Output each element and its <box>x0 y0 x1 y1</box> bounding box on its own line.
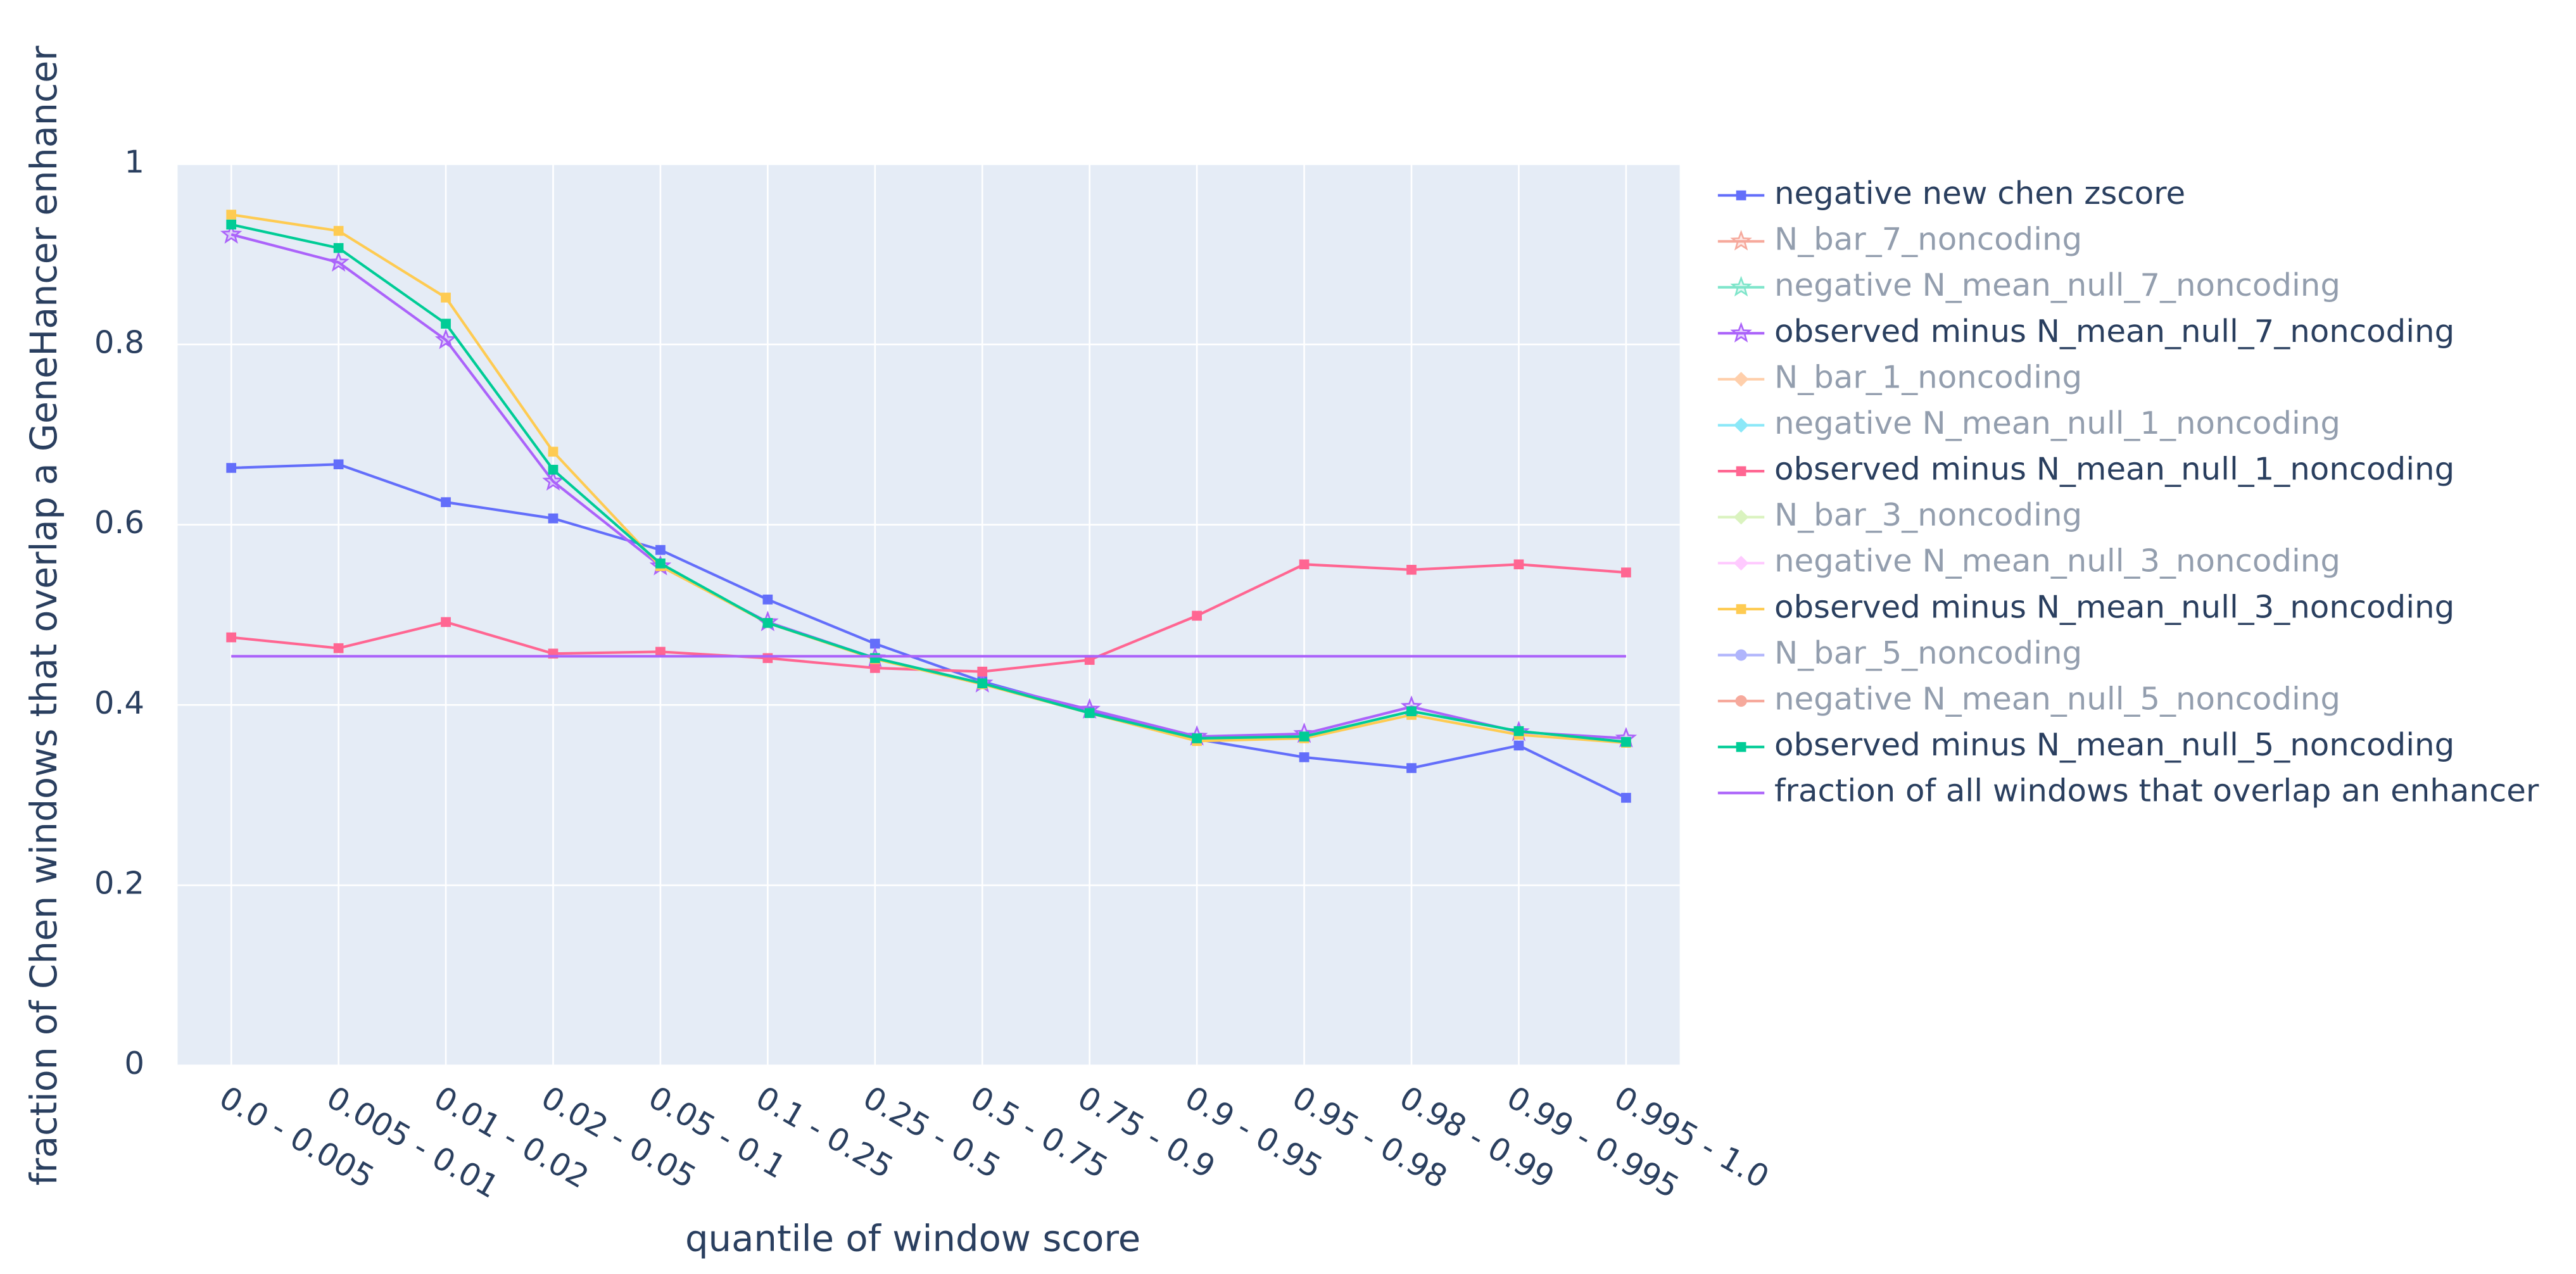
y-tick-label: 0 <box>124 1045 144 1082</box>
marker <box>1513 726 1524 736</box>
y-axis-title: fraction of Chen windows that overlap a … <box>23 46 65 1185</box>
marker <box>655 646 666 657</box>
y-tick-label: 0.6 <box>94 504 144 541</box>
legend-item: N_bar_3_noncoding <box>1717 496 2082 533</box>
legend-item: N_bar_5_noncoding <box>1717 634 2082 671</box>
marker <box>441 293 451 303</box>
legend-item: negative N_mean_null_7_noncoding <box>1717 267 2340 303</box>
marker <box>1621 567 1631 577</box>
marker <box>869 653 880 664</box>
marker <box>1406 706 1417 717</box>
legend-item: N_bar_7_noncoding <box>1717 221 2082 258</box>
marker <box>1192 733 1202 743</box>
marker <box>1736 190 1746 201</box>
marker <box>220 223 243 244</box>
marker <box>655 558 666 569</box>
legend-item: observed minus N_mean_null_7_noncoding <box>1717 313 2454 350</box>
marker <box>1513 740 1524 751</box>
legend-label: negative N_mean_null_3_noncoding <box>1774 543 2340 579</box>
legend-label: N_bar_7_noncoding <box>1774 221 2082 258</box>
legend-item: N_bar_1_noncoding <box>1717 359 2082 396</box>
marker <box>1735 649 1747 661</box>
marker <box>1730 230 1752 251</box>
series-line <box>230 223 1627 743</box>
marker <box>1084 708 1095 718</box>
legend-label: N_bar_3_noncoding <box>1774 496 2082 533</box>
marker <box>1733 510 1749 525</box>
marker <box>762 595 773 605</box>
legend-label: observed minus N_mean_null_1_noncoding <box>1774 451 2454 488</box>
marker <box>655 545 666 555</box>
marker <box>226 210 237 220</box>
marker <box>1736 466 1746 476</box>
marker <box>1621 793 1631 803</box>
legend-label: N_bar_5_noncoding <box>1774 634 2082 671</box>
marker <box>869 638 880 649</box>
marker <box>226 219 237 230</box>
legend-item: negative N_mean_null_3_noncoding <box>1717 543 2340 579</box>
marker <box>1406 763 1417 773</box>
marker <box>1730 275 1752 297</box>
legend-label: observed minus N_mean_null_5_noncoding <box>1774 726 2454 763</box>
marker <box>333 243 344 253</box>
legend-label: observed minus N_mean_null_3_noncoding <box>1774 589 2454 626</box>
legend-label: negative N_mean_null_7_noncoding <box>1774 267 2340 303</box>
marker <box>1299 731 1310 741</box>
legend-item: observed minus N_mean_null_5_noncoding <box>1717 726 2454 763</box>
marker <box>226 463 237 473</box>
marker <box>1735 695 1747 707</box>
legend-item: observed minus N_mean_null_1_noncoding <box>1717 451 2454 488</box>
marker <box>333 643 344 653</box>
marker <box>1736 604 1746 614</box>
legend-label: N_bar_1_noncoding <box>1774 359 2082 396</box>
marker <box>977 678 988 688</box>
marker <box>1406 565 1417 575</box>
marker <box>1513 559 1524 570</box>
marker <box>977 666 988 677</box>
x-axis-title: quantile of window score <box>685 1218 1140 1260</box>
plot-area <box>177 164 1680 1066</box>
marker <box>1733 417 1749 433</box>
series-line <box>231 463 1627 799</box>
marker <box>542 470 564 491</box>
marker <box>1733 372 1749 387</box>
marker <box>1621 736 1631 747</box>
legend-label: negative new chen zscore <box>1774 175 2185 211</box>
legend-item: negative N_mean_null_5_noncoding <box>1717 681 2340 717</box>
marker <box>548 513 559 524</box>
legend-item: fraction of all windows that overlap an … <box>1717 773 2539 809</box>
y-tick-label: 0.2 <box>94 865 144 902</box>
marker <box>1299 752 1310 762</box>
marker <box>333 459 344 470</box>
marker <box>548 446 559 457</box>
y-tick-label: 1 <box>124 144 144 180</box>
marker <box>548 465 559 475</box>
marker <box>1730 322 1752 343</box>
marker <box>1192 610 1202 621</box>
marker <box>441 617 451 628</box>
marker <box>762 618 773 628</box>
legend-label: observed minus N_mean_null_7_noncoding <box>1774 313 2454 350</box>
legend-item: observed minus N_mean_null_3_noncoding <box>1717 589 2454 626</box>
y-tick-label: 0.8 <box>94 324 144 361</box>
legend-label: fraction of all windows that overlap an … <box>1774 773 2539 809</box>
legend-label: negative N_mean_null_5_noncoding <box>1774 681 2340 717</box>
marker <box>327 251 350 272</box>
legend-item: negative N_mean_null_1_noncoding <box>1717 405 2340 441</box>
marker <box>1736 741 1746 752</box>
marker <box>1733 555 1749 571</box>
y-tick-label: 0.4 <box>94 684 144 721</box>
marker <box>226 632 237 643</box>
marker <box>434 328 457 350</box>
marker <box>869 663 880 673</box>
marker <box>441 497 451 507</box>
marker <box>333 225 344 236</box>
legend-label: negative N_mean_null_1_noncoding <box>1774 405 2340 441</box>
marker <box>441 318 451 329</box>
legend-item: negative new chen zscore <box>1717 175 2185 211</box>
marker <box>762 653 773 664</box>
marker <box>1299 559 1310 570</box>
